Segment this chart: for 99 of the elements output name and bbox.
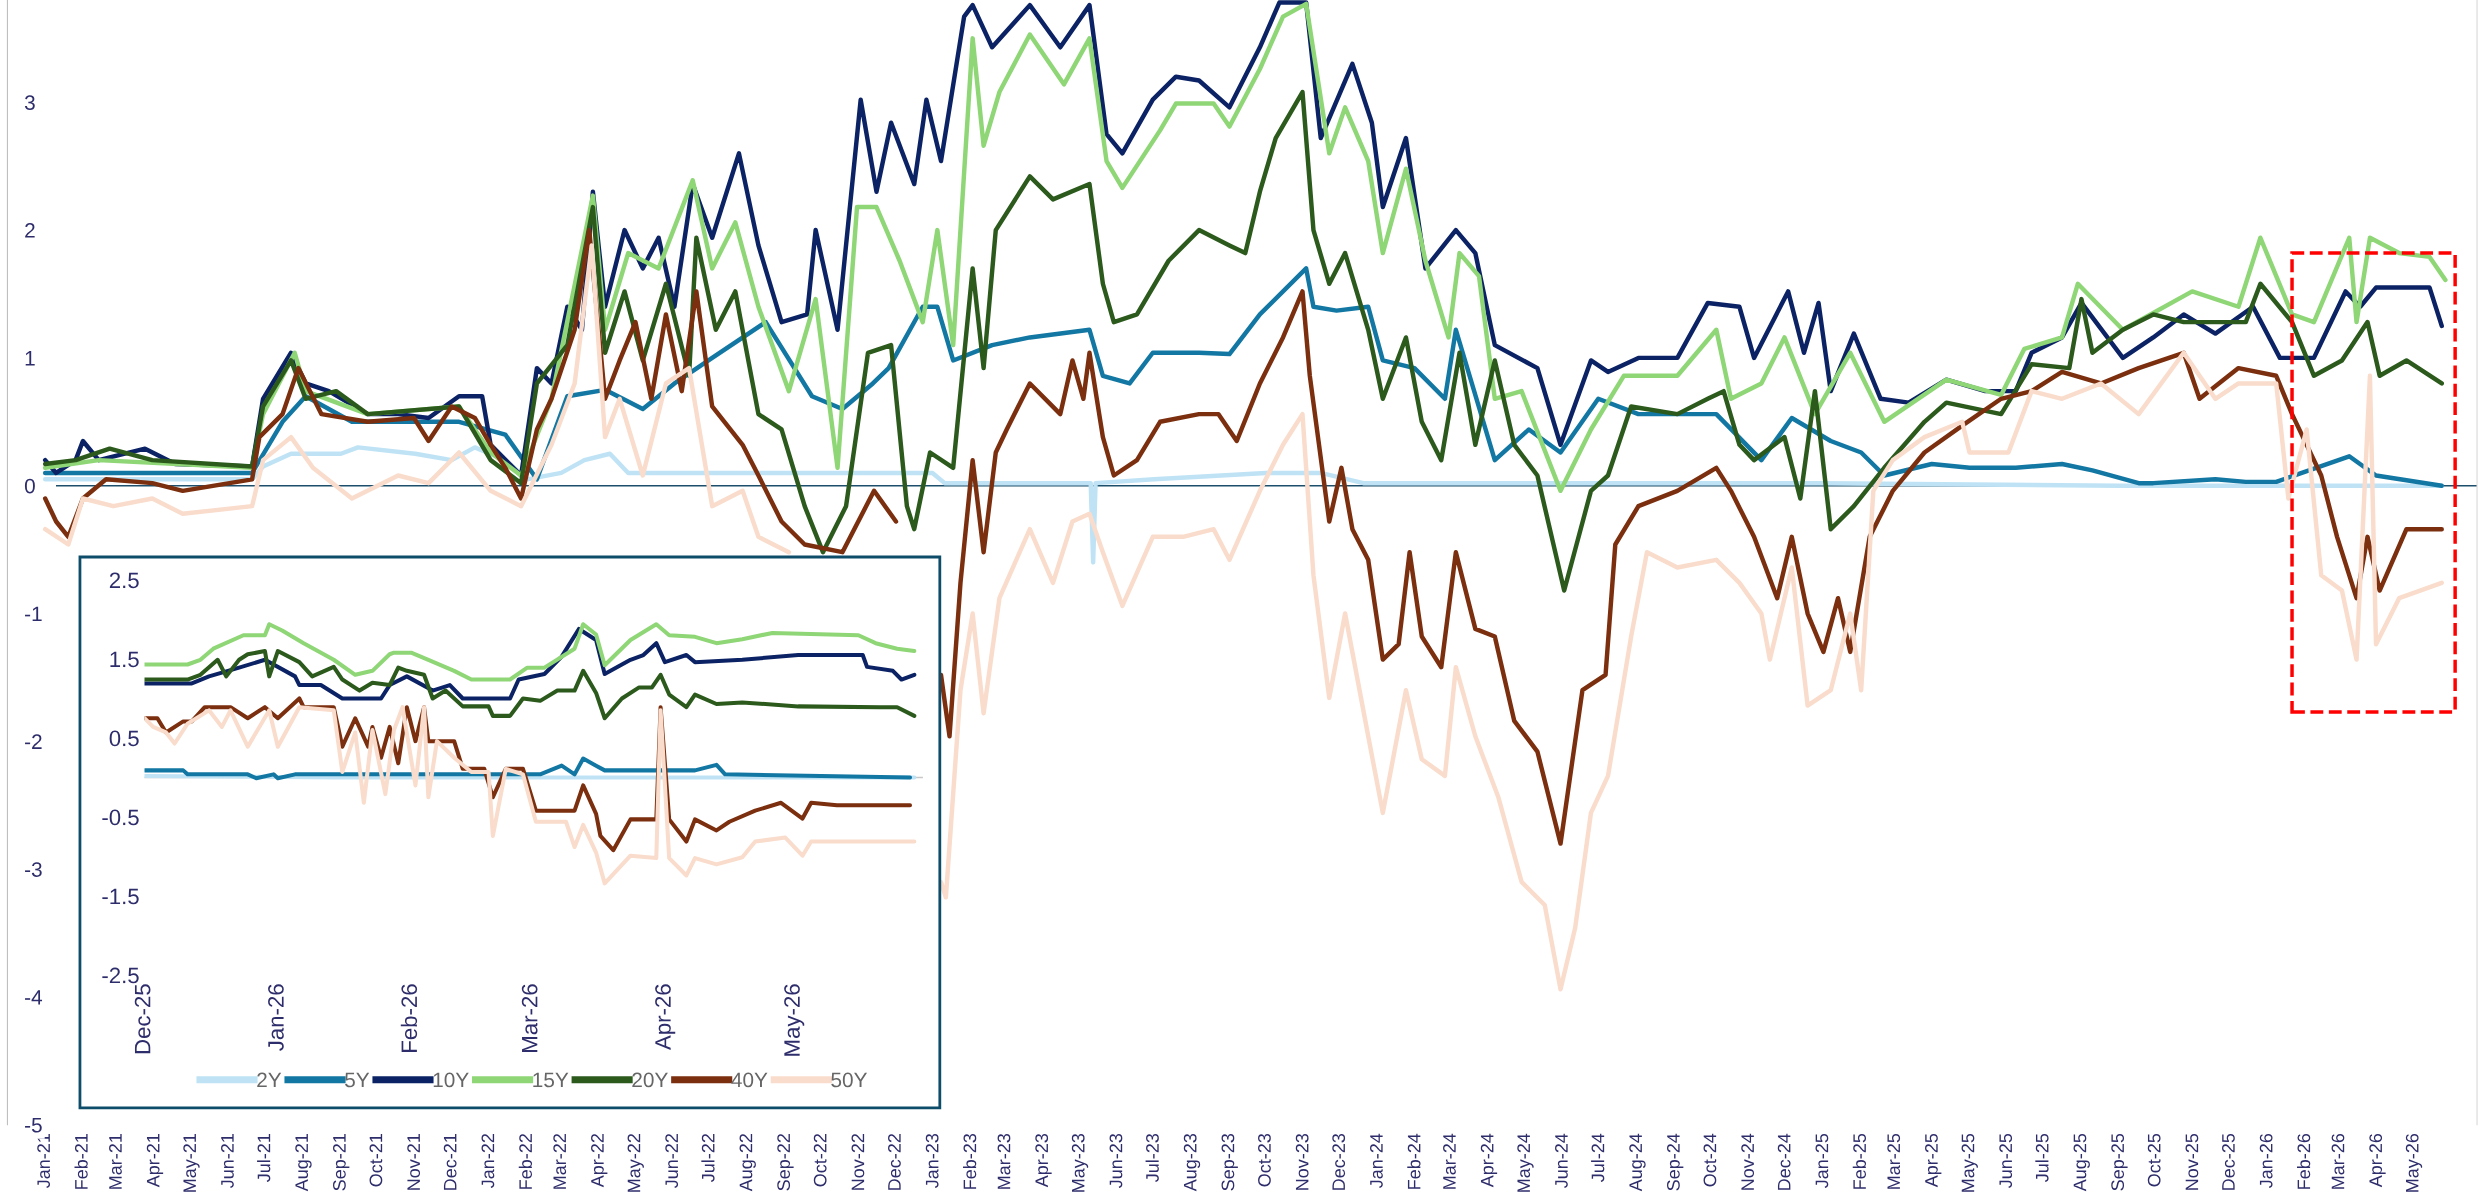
x-tick-label: Nov-21 (407, 1134, 421, 1190)
x-tick-label: Jun-25 (1999, 1133, 2013, 1189)
x-tick-label: Feb-21 (74, 1134, 88, 1189)
x-tick-label: Jun-23 (1109, 1133, 1123, 1189)
y-tick-label: 1 (25, 351, 35, 366)
x-tick-label: May-25 (1961, 1133, 1978, 1192)
legend-label: 10Y (433, 1072, 469, 1088)
x-tick-label: May-26 (2405, 1133, 2423, 1192)
x-tick-label: Oct-23 (1258, 1133, 1271, 1187)
legend-label: 5Y (345, 1072, 370, 1088)
x-tick-label: Apr-22 (591, 1134, 608, 1188)
x-tick-label: Apr-26 (2369, 1133, 2386, 1188)
y-tick-label: -1.5 (102, 888, 139, 905)
x-tick-label: Jul-23 (1145, 1133, 1159, 1183)
x-tick-label: Sep-25 (2111, 1133, 2128, 1191)
x-tick-label: May-21 (183, 1134, 200, 1192)
x-tick-label: Aug-25 (2073, 1133, 2090, 1192)
y-tick-label: -5 (25, 1118, 42, 1133)
x-tick-label: Sep-24 (1667, 1133, 1684, 1191)
x-tick-label: Mar-22 (553, 1134, 567, 1189)
x-tick-label: Jan-26 (2259, 1133, 2273, 1189)
x-tick-label: Jan-26 (268, 984, 284, 1051)
x-tick-label: Jan-25 (1815, 1133, 1829, 1189)
x-tick-label: Feb-22 (518, 1134, 533, 1189)
x-tick-label: Mar-26 (2331, 1133, 2345, 1189)
line-series (42, 89, 2444, 593)
x-tick-label: Apr-24 (1480, 1133, 1498, 1188)
x-tick-label: Dec-25 (134, 984, 151, 1054)
x-tick-label: May-22 (627, 1134, 644, 1192)
x-tick-label: Aug-23 (1183, 1133, 1201, 1192)
x-tick-label: Jun-22 (665, 1134, 679, 1189)
x-tick-label: Jan-24 (1370, 1133, 1383, 1189)
x-tick-label: Nov-23 (1295, 1133, 1309, 1190)
x-tick-label: Jan-23 (925, 1133, 939, 1189)
y-tick-label: -0.5 (102, 809, 139, 826)
y-tick-label: 1.5 (110, 651, 139, 668)
x-tick-label: Feb-23 (963, 1133, 977, 1189)
x-tick-label: Feb-24 (1407, 1133, 1421, 1189)
x-tick-label: Nov-22 (851, 1134, 865, 1190)
x-tick-label: Mar-25 (1887, 1133, 1901, 1189)
x-tick-label: May-26 (784, 984, 805, 1056)
y-tick-label: -4 (25, 990, 43, 1005)
y-tick-label: -3 (25, 862, 42, 877)
x-tick-label: Dec-25 (2222, 1133, 2235, 1190)
y-tick-label: 2.5 (109, 572, 139, 589)
x-tick-label: Jul-25 (2035, 1133, 2049, 1183)
legend-label: 2Y (257, 1072, 282, 1088)
x-tick-label: Dec-23 (1332, 1133, 1346, 1190)
x-tick-label: Apr-23 (1035, 1133, 1052, 1188)
x-tick-label: Mar-24 (1443, 1133, 1456, 1189)
x-tick-label: Feb-25 (1852, 1133, 1867, 1189)
x-tick-label: Mar-26 (521, 984, 538, 1052)
x-tick-label: Apr-26 (655, 984, 676, 1051)
x-tick-label: Jul-22 (701, 1134, 715, 1183)
legend-label: 15Y (533, 1072, 569, 1088)
y-tick-label: 0.5 (109, 730, 139, 747)
x-tick-label: Jul-21 (257, 1134, 271, 1183)
y-tick-label: -2 (25, 734, 42, 749)
x-tick-label: Feb-26 (2297, 1133, 2311, 1189)
x-tick-label: Sep-22 (777, 1134, 794, 1191)
x-tick-label: Dec-22 (888, 1134, 901, 1190)
x-tick-label: Jul-24 (1591, 1133, 1605, 1183)
x-tick-label: May-23 (1071, 1133, 1089, 1192)
legend-label: 20Y (632, 1072, 668, 1088)
x-tick-label: Aug-22 (739, 1134, 756, 1192)
x-tick-label: Jun-21 (221, 1134, 234, 1189)
x-tick-label: Dec-24 (1777, 1133, 1791, 1190)
line-series (144, 756, 913, 781)
y-tick-label: -1 (25, 606, 42, 622)
x-tick-label: Aug-24 (1629, 1133, 1646, 1192)
y-tick-label: 3 (24, 95, 35, 111)
x-tick-label: Feb-26 (400, 984, 418, 1052)
x-tick-label: Oct-21 (369, 1134, 383, 1187)
x-tick-label: Apr-25 (1925, 1133, 1942, 1188)
x-tick-label: Mar-23 (997, 1133, 1011, 1189)
legend-label: 40Y (731, 1072, 768, 1088)
x-tick-label: Aug-21 (295, 1134, 312, 1192)
x-tick-label: May-24 (1517, 1133, 1534, 1192)
line-series (144, 649, 917, 721)
x-tick-label: Jan-21 (37, 1134, 51, 1189)
x-tick-label: Jan-22 (481, 1134, 495, 1189)
x-tick-label: Mar-21 (109, 1134, 122, 1189)
x-tick-label: Sep-23 (1221, 1133, 1238, 1191)
line-series (144, 622, 917, 682)
legend-label: 50Y (831, 1072, 868, 1088)
line-series (144, 626, 917, 701)
x-tick-label: Apr-21 (146, 1134, 164, 1188)
x-tick-label: Nov-25 (2185, 1133, 2199, 1190)
x-tick-label: Sep-21 (333, 1134, 350, 1191)
x-tick-label: Oct-22 (813, 1134, 827, 1187)
x-tick-label: Oct-24 (1703, 1133, 1717, 1187)
x-tick-label: Oct-25 (2147, 1133, 2161, 1187)
y-tick-label: -2.5 (102, 967, 139, 984)
y-tick-label: 0 (24, 478, 35, 494)
x-tick-label: Nov-24 (1741, 1133, 1755, 1190)
x-tick-label: Jun-24 (1555, 1133, 1568, 1189)
line-series (144, 705, 917, 886)
x-tick-label: Dec-21 (443, 1134, 457, 1190)
y-tick-label: 2 (25, 223, 35, 238)
